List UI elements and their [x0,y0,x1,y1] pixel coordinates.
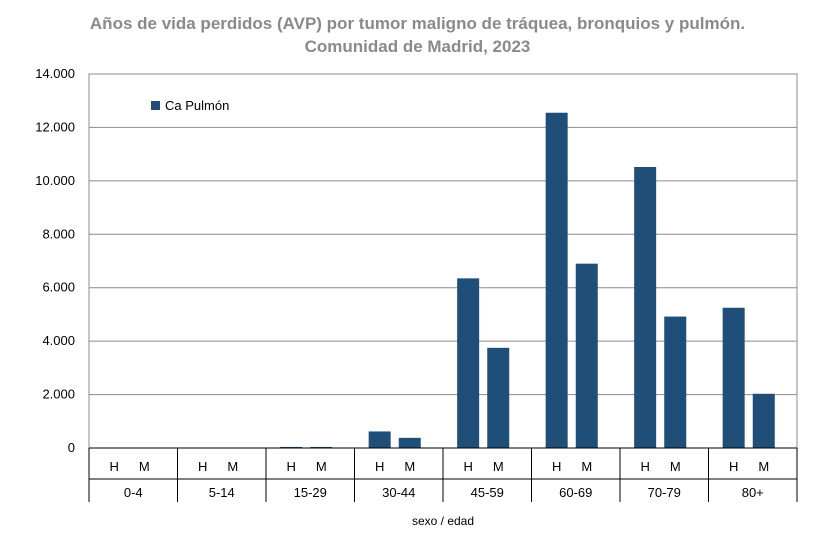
x-subcategory-label: M [758,459,769,474]
legend-swatch [151,101,160,110]
bar-80+-H [722,307,745,448]
legend: Ca Pulmón [151,98,229,113]
y-axis-ticks: 0 2.000 4.000 6.000 8.000 10.000 12.000 14.000 [35,66,75,455]
x-subcategory-label: M [493,459,504,474]
bar-15-29-M [310,446,333,448]
bar-80+-M [752,393,775,448]
chart-subtitle: Comunidad de Madrid, 2023 [304,37,531,56]
plot-frame [88,73,798,449]
x-subcategory-label: H [109,459,118,474]
bar-70-79-H [634,166,657,449]
bar-45-59-M [487,347,510,448]
x-group-label: 30-44 [382,485,415,500]
bar-15-29-H [280,446,303,448]
x-subcategory-label: M [670,459,681,474]
x-group-label: 15-29 [294,485,327,500]
bar-30-44-M [398,437,421,448]
chart-title: Años de vida perdidos (AVP) por tumor ma… [0,12,835,58]
x-subcategory-label: H [198,459,207,474]
legend-label: Ca Pulmón [165,98,229,113]
x-group-label: 5-14 [209,485,235,500]
bar-45-59-H [457,278,480,448]
x-subcategory-label: H [463,459,472,474]
x-group-label: 60-69 [559,485,592,500]
x-axis-label: sexo / edad [412,514,474,528]
bar-60-69-H [545,112,568,448]
y-tick-label: 6.000 [42,280,75,295]
y-tick-label: 4.000 [42,333,75,348]
bar-60-69-M [575,263,598,448]
x-subcategory-label: H [552,459,561,474]
x-group-label: 0-4 [124,485,143,500]
x-subcategory-label: M [581,459,592,474]
x-subcategory-label: H [729,459,738,474]
y-tick-label: 2.000 [42,387,75,402]
x-subcategory-label: H [640,459,649,474]
x-subcategory-label: M [316,459,327,474]
bars [280,112,775,449]
x-subcategory-label: H [375,459,384,474]
x-group-label: 45-59 [471,485,504,500]
x-subcategory-label: M [404,459,415,474]
y-tick-label: 10.000 [35,173,75,188]
y-tick-label: 8.000 [42,226,75,241]
x-group-label: 80+ [742,485,764,500]
y-tick-label: 12.000 [35,119,75,134]
x-subcategory-label: H [286,459,295,474]
bar-70-79-M [664,316,687,448]
y-tick-label: 14.000 [35,66,75,81]
bar-30-44-H [368,431,391,448]
x-subcategory-label: M [139,459,150,474]
x-group-label: 70-79 [648,485,681,500]
x-subcategory-label: M [227,459,238,474]
chart-title-line1: Años de vida perdidos (AVP) por tumor ma… [89,14,746,33]
y-tick-label: 0 [68,440,75,455]
x-axis-table: H M0-4H M5-14H M15-29H M30-44H M45-59H M60-69H… [88,447,798,502]
gridlines [88,73,798,449]
